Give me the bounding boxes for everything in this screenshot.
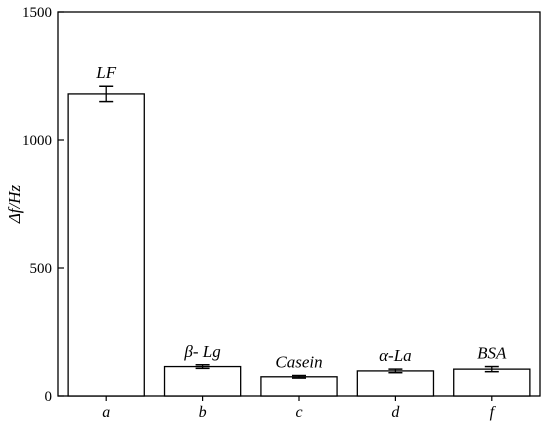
y-tick-label: 1000: [22, 133, 52, 149]
bar-c: [260, 376, 338, 397]
bar-label-c: Casein: [275, 353, 322, 372]
bar-a: [67, 93, 145, 397]
bar-label-d: α-La: [379, 346, 412, 365]
y-tick-label: 1500: [22, 5, 52, 21]
bar-label-b: β- Lg: [183, 342, 220, 361]
y-axis-label: Δf/Hz: [5, 184, 24, 224]
x-tick-label-a: a: [102, 404, 110, 421]
x-tick-label-f: f: [490, 404, 497, 421]
bars: [67, 85, 531, 397]
bar-label-f: BSA: [477, 344, 507, 363]
y-tick-label: 500: [30, 261, 53, 277]
bar-d: [356, 370, 435, 397]
bar-f: [453, 368, 531, 397]
labels: LF a β- Lg b Casein c α-La d BSA f: [95, 63, 507, 421]
bar-label-a: LF: [95, 63, 116, 82]
x-tick-label-d: d: [391, 404, 400, 421]
bar-b: [163, 365, 242, 397]
x-tick-label-c: c: [295, 404, 302, 421]
y-tick-label: 0: [45, 389, 53, 405]
x-tick-label-b: b: [199, 404, 207, 421]
